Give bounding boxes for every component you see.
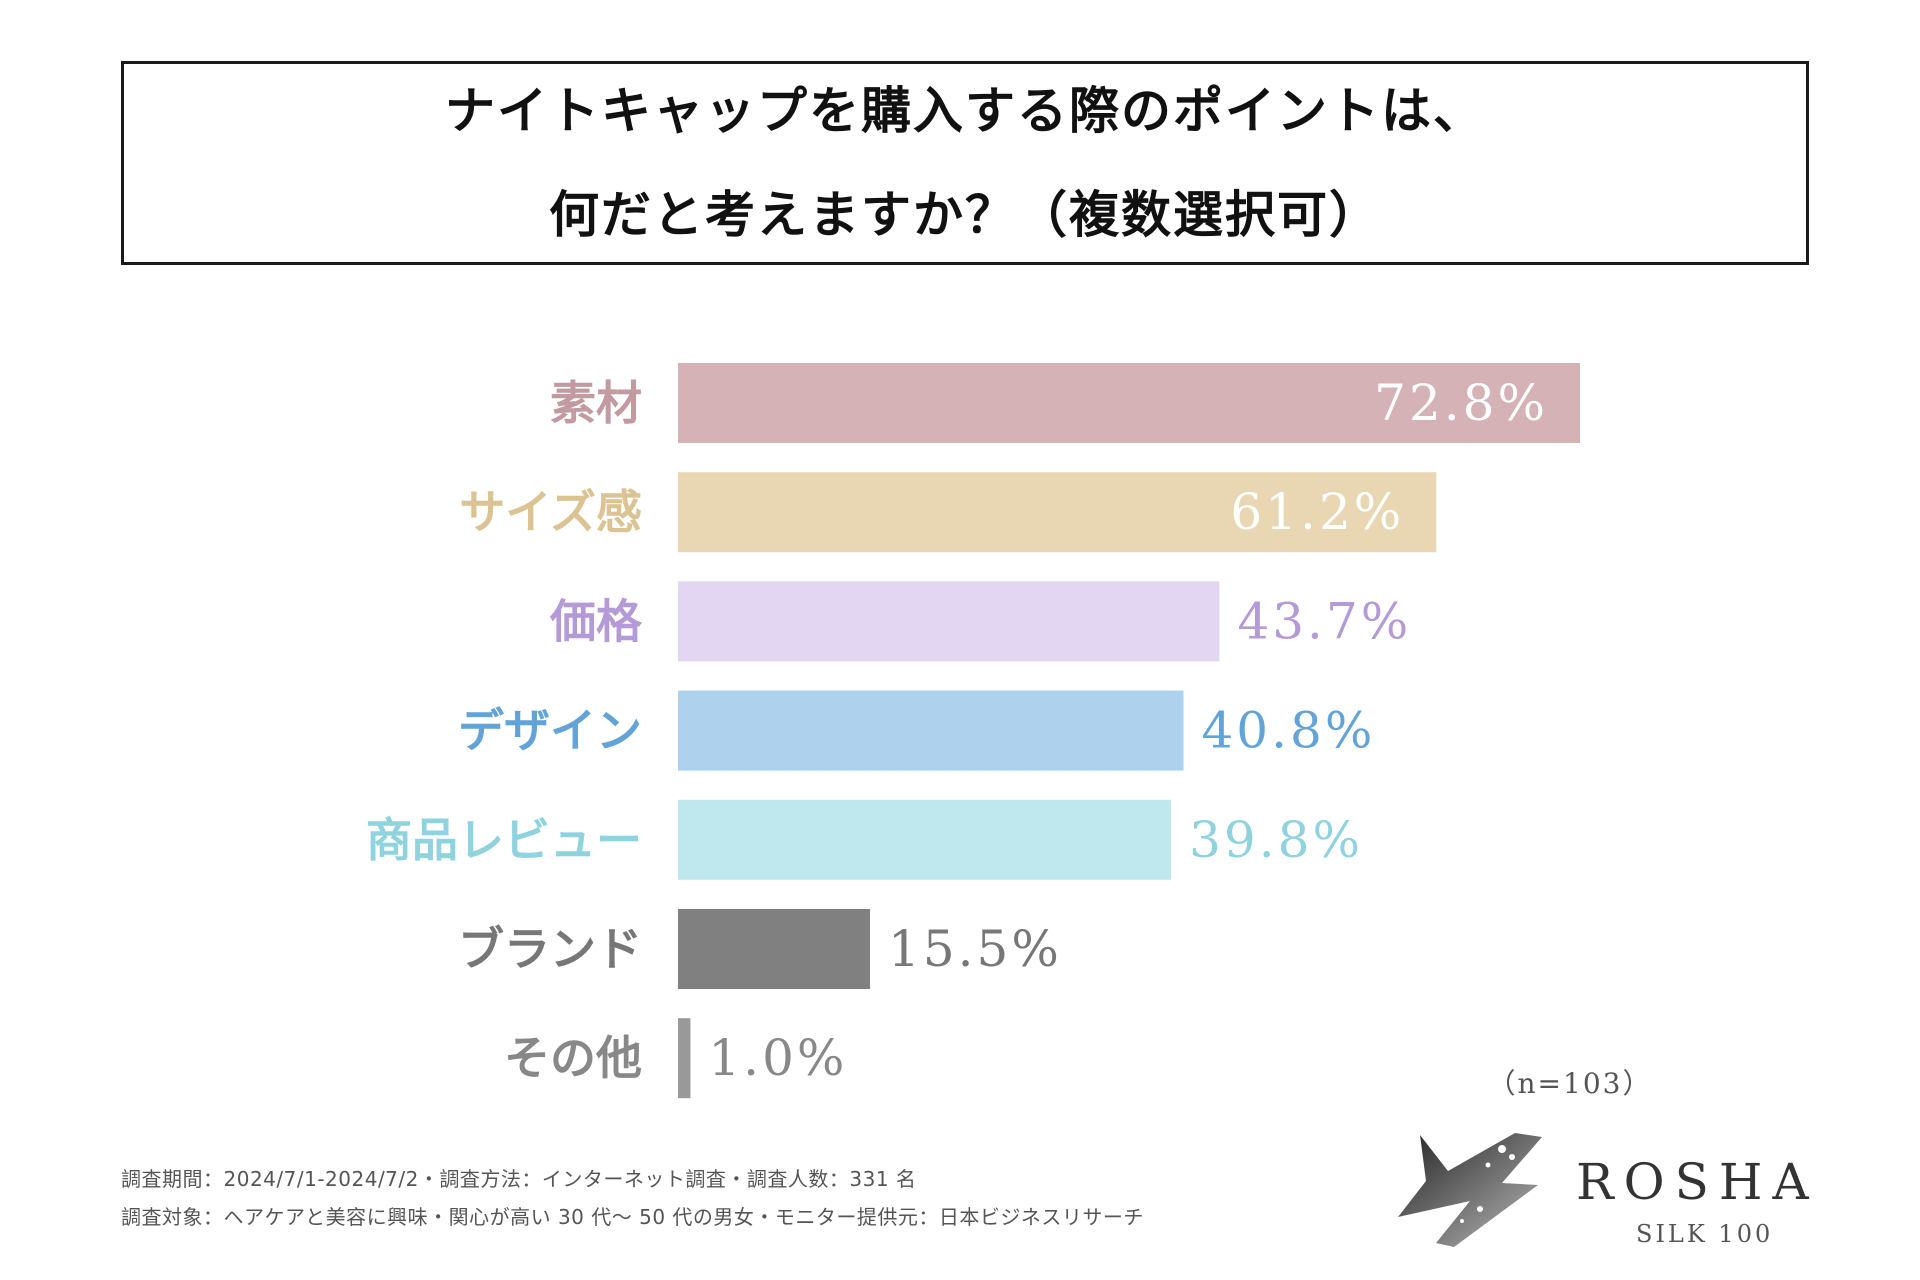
value-label-7: 1.0% <box>708 1029 847 1087</box>
bar-1 <box>678 363 1580 443</box>
category-label-4: デザイン <box>458 704 642 758</box>
title-line-2: 何だと考えますか？（複数選択可） <box>549 186 1381 244</box>
rosha-logo: ROSHA SILK 100 <box>1390 1125 1830 1255</box>
value-label-1: 72.8% <box>1374 374 1548 432</box>
category-label-3: 価格 <box>549 594 643 648</box>
value-label-4: 40.8% <box>1202 702 1376 760</box>
bar-3 <box>678 581 1220 662</box>
value-label-6: 15.5% <box>888 920 1062 978</box>
bar-4 <box>678 690 1184 771</box>
bar-6 <box>678 909 871 989</box>
sample-size-label: （n=103） <box>1487 1067 1653 1100</box>
bar-7 <box>678 1018 691 1099</box>
logo-brand-name: ROSHA <box>1576 1153 1819 1211</box>
value-label-5: 39.8% <box>1189 811 1363 869</box>
category-label-7: その他 <box>504 1031 642 1085</box>
category-label-1: 素材 <box>550 376 642 430</box>
bar-2 <box>678 472 1437 553</box>
title-line-1: ナイトキャップを購入する際のポイントは、 <box>445 82 1485 140</box>
value-label-2: 61.2% <box>1230 483 1404 541</box>
title-box: ナイトキャップを購入する際のポイントは、 何だと考えますか？（複数選択可） <box>121 61 1809 265</box>
category-label-6: ブランド <box>458 922 642 976</box>
category-label-2: サイズ感 <box>459 485 642 539</box>
category-label-5: 商品レビュー <box>366 813 642 867</box>
logo-subtitle: SILK 100 <box>1636 1220 1774 1248</box>
survey-footnote-1: 調査期間：2024/7/1-2024/7/2・調査方法：インターネット調査・調査… <box>121 1167 917 1191</box>
bar-5 <box>678 799 1172 880</box>
value-label-3: 43.7% <box>1237 592 1411 650</box>
brand-mark-icon <box>1398 1133 1542 1247</box>
survey-footnote-2: 調査対象：ヘアケアと美容に興味・関心が高い 30 代～ 50 代の男女・モニター… <box>121 1205 1144 1229</box>
